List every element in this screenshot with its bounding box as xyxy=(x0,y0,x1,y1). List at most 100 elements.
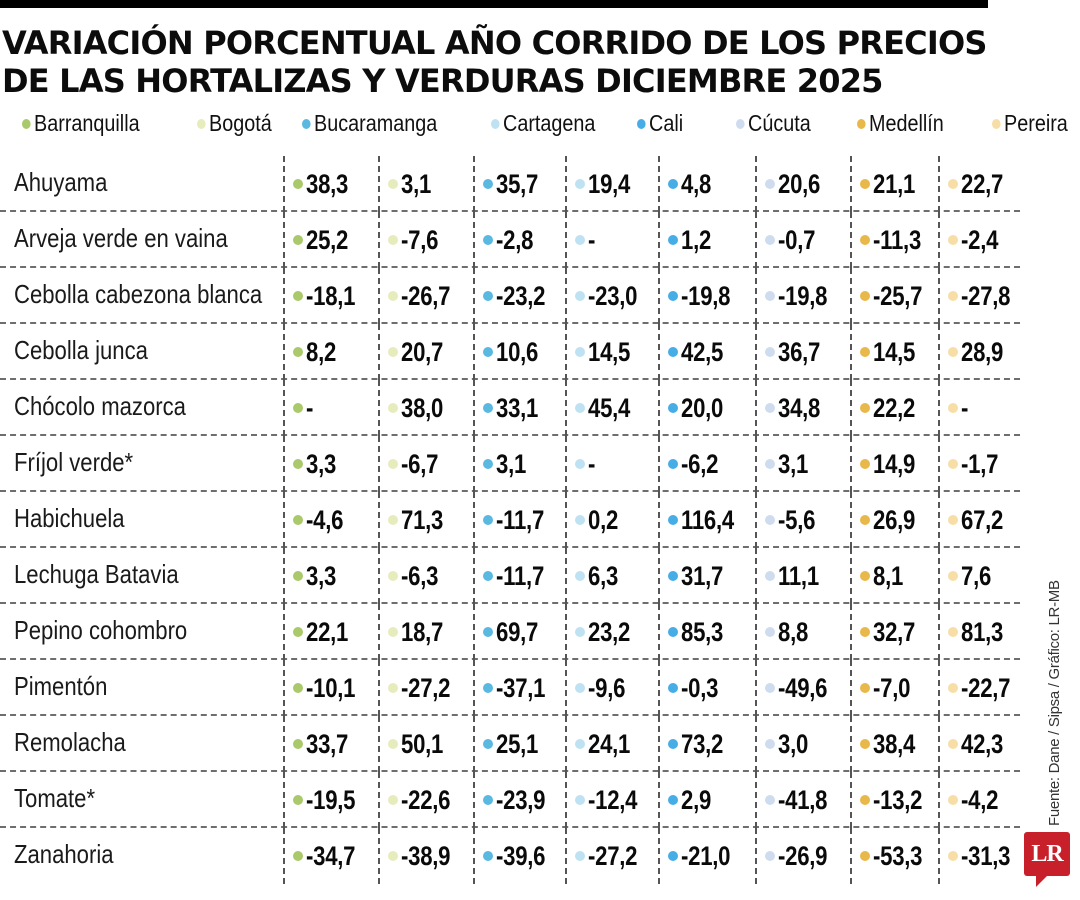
column-divider xyxy=(283,380,285,436)
cell-value: -19,8 xyxy=(778,280,828,311)
table-cell: - xyxy=(293,392,315,424)
cell-value: -9,6 xyxy=(588,672,626,703)
cell-value: -27,8 xyxy=(961,280,1011,311)
legend-label: Cartagena xyxy=(503,110,596,136)
cell-value: -34,7 xyxy=(306,840,356,871)
cell-value: 36,7 xyxy=(778,336,821,367)
cell-value: 32,7 xyxy=(873,616,916,647)
cell-value: 45,4 xyxy=(588,392,631,423)
column-divider xyxy=(565,268,567,324)
cell-value: 38,0 xyxy=(401,392,444,423)
row-label: Remolacha xyxy=(14,727,126,757)
cell-value: 23,2 xyxy=(588,616,631,647)
column-divider xyxy=(378,660,380,716)
top-bar xyxy=(0,0,988,8)
table-cell: 31,7 xyxy=(668,560,732,592)
city-dot-icon xyxy=(388,515,398,525)
city-dot-icon xyxy=(483,459,493,469)
column-divider xyxy=(938,380,940,436)
column-divider xyxy=(283,772,285,828)
cell-value: 3,1 xyxy=(778,448,809,479)
city-dot-icon xyxy=(765,515,775,525)
cell-value: -1,7 xyxy=(961,448,999,479)
column-divider xyxy=(658,268,660,324)
column-divider xyxy=(658,324,660,380)
column-divider xyxy=(473,716,475,772)
column-divider xyxy=(378,212,380,268)
city-dot-icon xyxy=(483,515,493,525)
column-divider xyxy=(938,604,940,660)
city-dot-icon xyxy=(668,515,678,525)
cell-value: -21,0 xyxy=(681,840,731,871)
city-dot-icon xyxy=(293,179,303,189)
cell-value: 22,2 xyxy=(873,392,916,423)
lr-logo: LR xyxy=(1024,832,1070,876)
cell-value: 67,2 xyxy=(961,504,1004,535)
cell-value: - xyxy=(588,448,596,479)
table-cell: 67,2 xyxy=(948,504,1012,536)
cell-value: 18,7 xyxy=(401,616,444,647)
cell-value: -0,3 xyxy=(681,672,719,703)
cell-value: -0,7 xyxy=(778,224,816,255)
table-row: Lechuga Batavia 3,3 -6,3 -11,7 6,3 31,7 11,1 8,… xyxy=(0,548,1020,604)
table-cell: 23,2 xyxy=(575,616,639,648)
row-label: Tomate* xyxy=(14,783,96,813)
column-divider xyxy=(658,828,660,884)
table-cell: -23,0 xyxy=(575,280,648,312)
table-cell: -19,8 xyxy=(668,280,741,312)
table-row: Remolacha 33,7 50,1 25,1 24,1 73,2 3,0 38,4 42,3 xyxy=(0,716,1020,772)
column-divider xyxy=(755,212,757,268)
cell-value: -2,8 xyxy=(496,224,534,255)
city-dot-icon xyxy=(948,515,958,525)
column-divider xyxy=(283,436,285,492)
cell-value: 42,5 xyxy=(681,336,724,367)
cell-value: -6,7 xyxy=(401,448,439,479)
column-divider xyxy=(565,828,567,884)
city-dot-icon xyxy=(668,851,678,861)
column-divider xyxy=(850,324,852,380)
city-dot-icon xyxy=(483,347,493,357)
legend-dot-icon xyxy=(637,118,646,129)
table-cell: -23,2 xyxy=(483,280,556,312)
column-divider xyxy=(850,548,852,604)
city-dot-icon xyxy=(765,571,775,581)
cell-value: -26,9 xyxy=(778,840,828,871)
column-divider xyxy=(565,212,567,268)
column-divider xyxy=(378,492,380,548)
table-cell: 3,1 xyxy=(483,448,533,480)
city-dot-icon xyxy=(575,179,585,189)
city-dot-icon xyxy=(388,347,398,357)
row-divider xyxy=(0,546,1020,548)
legend-dot-icon xyxy=(22,118,31,129)
table-row: Habichuela -4,6 71,3 -11,7 0,2 116,4 -5,6 26,9 6… xyxy=(0,492,1020,548)
city-dot-icon xyxy=(293,235,303,245)
table-cell: 3,3 xyxy=(293,448,343,480)
table-cell: -2,8 xyxy=(483,224,541,256)
title-line-2: DE LAS HORTALIZAS Y VERDURAS DICIEMBRE 2… xyxy=(2,62,883,100)
cell-value: 33,7 xyxy=(306,728,349,759)
city-dot-icon xyxy=(860,683,870,693)
city-dot-icon xyxy=(948,683,958,693)
legend: Barranquilla Bogotá Bucaramanga Cartagena Ca… xyxy=(0,110,1080,146)
city-dot-icon xyxy=(948,627,958,637)
table-cell: 20,6 xyxy=(765,168,829,200)
cell-value: 7,6 xyxy=(961,560,992,591)
city-dot-icon xyxy=(860,179,870,189)
cell-value: 3,1 xyxy=(401,168,432,199)
city-dot-icon xyxy=(388,571,398,581)
column-divider xyxy=(378,436,380,492)
table-row: Arveja verde en vaina 25,2 -7,6 -2,8 - 1,2 -0,… xyxy=(0,212,1020,268)
table-cell: 7,6 xyxy=(948,560,998,592)
city-dot-icon xyxy=(765,459,775,469)
column-divider xyxy=(850,492,852,548)
column-divider xyxy=(755,660,757,716)
cell-value: 33,1 xyxy=(496,392,539,423)
table-cell: -25,7 xyxy=(860,280,933,312)
table-row: Cebolla junca 8,2 20,7 10,6 14,5 42,5 36,7 14,5… xyxy=(0,324,1020,380)
table-cell: -0,3 xyxy=(668,672,726,704)
column-divider xyxy=(658,380,660,436)
cell-value: -19,5 xyxy=(306,784,356,815)
column-divider xyxy=(473,436,475,492)
table-cell: -11,3 xyxy=(860,224,932,256)
column-divider xyxy=(658,660,660,716)
